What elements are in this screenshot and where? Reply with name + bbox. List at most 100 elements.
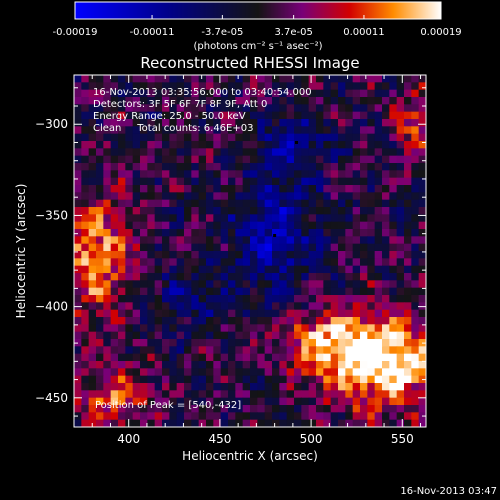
heatmap-cell: [330, 339, 339, 347]
heatmap-cell: [374, 280, 383, 289]
heatmap-cell: [220, 141, 229, 149]
heatmap-cell: [154, 207, 163, 215]
heatmap-cell: [382, 82, 390, 91]
heatmap-cell: [118, 346, 126, 355]
heatmap-cell: [228, 419, 236, 427]
heatmap-cell: [198, 199, 207, 208]
heatmap-cell: [154, 163, 163, 171]
heatmap-cell: [272, 192, 280, 201]
heatmap-cell: [294, 111, 302, 120]
heatmap-cell: [191, 251, 200, 259]
heatmap-cell: [176, 405, 185, 413]
heatmap-cell: [345, 126, 354, 135]
heatmap-cell: [389, 119, 398, 127]
heatmap-cell: [345, 177, 354, 186]
heatmap-cell: [330, 185, 339, 193]
heatmap-cell: [228, 295, 236, 303]
heatmap-cell: [352, 368, 361, 377]
heatmap-cell: [389, 251, 398, 259]
heatmap-cell: [176, 185, 185, 193]
heatmap-cell: [338, 141, 346, 149]
heatmap-cell: [382, 309, 390, 318]
heatmap-cell: [118, 287, 126, 296]
heatmap-cell: [250, 163, 258, 171]
heatmap-cell: [308, 185, 317, 193]
heatmap-cell: [88, 221, 97, 230]
heatmap-cell: [389, 185, 398, 193]
heatmap-cell: [96, 317, 104, 325]
heatmap-cell: [323, 397, 332, 406]
heatmap-cell: [110, 229, 119, 237]
heatmap-cell: [389, 265, 398, 274]
heatmap-cell: [242, 163, 251, 171]
heatmap-cell: [125, 390, 134, 399]
heatmap-cell: [360, 295, 368, 303]
heatmap-cell: [367, 258, 376, 267]
heatmap-cell: [360, 287, 368, 296]
heatmap-cell: [96, 229, 104, 237]
heatmap-cell: [323, 214, 332, 223]
heatmap-cell: [323, 353, 332, 362]
heatmap-cell: [404, 199, 412, 208]
heatmap-cell: [316, 155, 324, 164]
heatmap-cell: [206, 75, 214, 83]
heatmap-cell: [169, 207, 178, 215]
heatmap-cell: [81, 119, 90, 127]
heatmap-cell: [169, 375, 178, 384]
heatmap-cell: [294, 148, 302, 157]
heatmap-cell: [286, 412, 295, 421]
heatmap-cell: [301, 324, 310, 333]
y-tick-label: −300: [35, 117, 68, 131]
heatmap-cell: [132, 258, 141, 267]
heatmap-cell: [162, 302, 170, 311]
heatmap-cell: [88, 141, 97, 149]
heatmap-cell: [169, 324, 178, 333]
heatmap-cell: [345, 133, 354, 142]
heatmap-cell: [360, 273, 368, 281]
heatmap-cell: [147, 236, 156, 245]
heatmap-cell: [213, 353, 222, 362]
heatmap-cell: [308, 258, 317, 267]
heatmap-cell: [169, 155, 178, 164]
heatmap-cell: [352, 419, 361, 427]
heatmap-cell: [162, 339, 170, 347]
heatmap-cell: [162, 353, 170, 362]
heatmap-cell: [184, 207, 192, 215]
heatmap-cell: [323, 207, 332, 215]
heatmap-cell: [191, 302, 200, 311]
heatmap-cell: [389, 97, 398, 105]
heatmap-cell: [184, 89, 192, 98]
heatmap-cell: [316, 317, 324, 325]
heatmap-cell: [411, 368, 420, 377]
heatmap-cell: [272, 141, 280, 149]
heatmap-cell: [411, 412, 420, 421]
heatmap-cell: [162, 104, 170, 113]
heatmap-cell: [330, 111, 339, 120]
heatmap-cell: [118, 295, 126, 303]
heatmap-cell: [308, 221, 317, 230]
heatmap-cell: [308, 287, 317, 296]
heatmap-cell: [132, 302, 141, 311]
heatmap-cell: [118, 236, 126, 245]
heatmap-cell: [242, 280, 251, 289]
annotation-energy-range: Energy Range: 25.0 - 50.0 keV: [93, 111, 246, 122]
heatmap-cell: [81, 280, 90, 289]
heatmap-cell: [360, 185, 368, 193]
heatmap-cell: [169, 273, 178, 281]
heatmap-cell: [198, 302, 207, 311]
heatmap-cell: [338, 214, 346, 223]
heatmap-cell: [147, 119, 156, 127]
heatmap-cell: [360, 199, 368, 208]
heatmap-cell: [330, 192, 339, 201]
annotation-block: 16-Nov-2013 03:35:56.000 to 03:40:54.000…: [93, 87, 312, 134]
heatmap-cell: [154, 221, 163, 230]
heatmap-cell: [360, 104, 368, 113]
heatmap-cell: [418, 214, 426, 223]
heatmap-cell: [374, 126, 383, 135]
heatmap-cell: [382, 119, 390, 127]
heatmap-cell: [228, 141, 236, 149]
heatmap-cell: [294, 412, 302, 421]
y-tick-label: −350: [35, 208, 68, 222]
heatmap-cell: [338, 383, 346, 391]
heatmap-cell: [228, 104, 236, 113]
